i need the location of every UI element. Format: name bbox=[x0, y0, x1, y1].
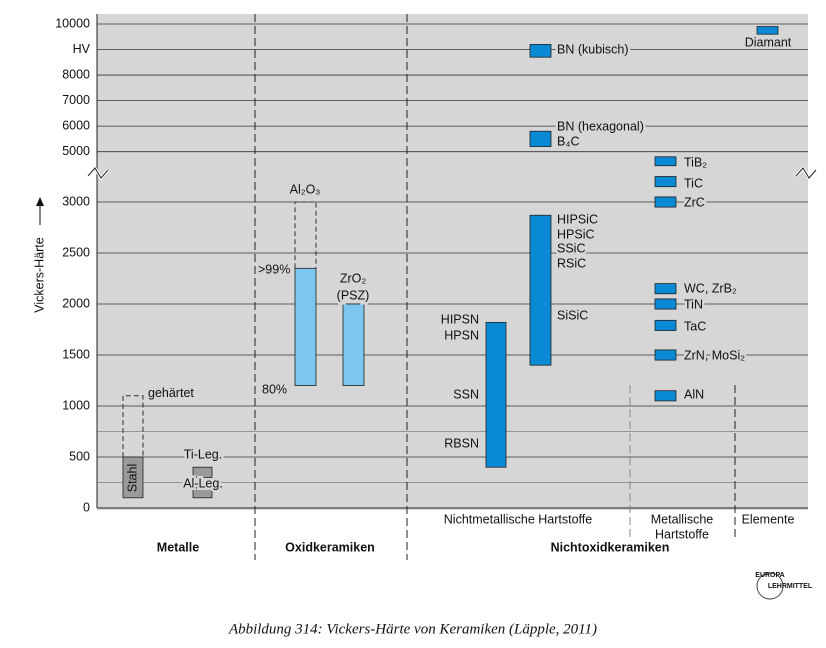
bar-label: HIPSiC bbox=[557, 212, 598, 226]
range-bar bbox=[654, 319, 677, 331]
range-bar bbox=[654, 196, 677, 208]
bar-label: Ti-Leg. bbox=[184, 447, 222, 461]
y-tick-label: 500 bbox=[69, 449, 90, 463]
y-tick-label: 5000 bbox=[62, 144, 90, 158]
range-bar bbox=[756, 26, 779, 35]
y-arrow bbox=[36, 197, 44, 225]
range-bar bbox=[192, 466, 213, 478]
y-tick-label: 0 bbox=[83, 500, 90, 514]
group-label: Metalle bbox=[157, 540, 199, 554]
range-bar bbox=[654, 283, 677, 295]
range-bar bbox=[654, 390, 677, 402]
y-tick-label: 10000 bbox=[55, 16, 90, 30]
bar-label: TiC bbox=[684, 176, 703, 190]
bar-label: AlN bbox=[684, 387, 704, 401]
axis-break bbox=[86, 165, 818, 181]
bar-label: B₄C bbox=[557, 134, 579, 148]
y-tick-label: 2000 bbox=[62, 296, 90, 310]
range-bar bbox=[529, 44, 552, 58]
bar-label: TiB₂ bbox=[684, 155, 707, 169]
subgroup-label: Hartstoffe bbox=[655, 527, 709, 541]
y-tick-label: HV bbox=[73, 42, 91, 56]
bar-label: Al-Leg. bbox=[183, 476, 223, 490]
bar-label: Al₂O₃ bbox=[290, 182, 321, 196]
logo: EUROPA LEHRMITTEL bbox=[755, 572, 813, 600]
bar-label: BN (hexagonal) bbox=[557, 119, 644, 133]
logo-text: EUROPA bbox=[755, 572, 784, 579]
bar-label: ZrC bbox=[684, 195, 705, 209]
subgroup-label: Metallische bbox=[651, 512, 714, 526]
bar-label: TaC bbox=[684, 319, 706, 333]
range-bar bbox=[485, 321, 507, 468]
caption: Abbildung 314: Vickers-Härte von Keramik… bbox=[228, 621, 597, 637]
y-tick-label: 1000 bbox=[62, 398, 90, 412]
bar-label: HIPSN bbox=[441, 312, 479, 326]
bar-label: Stahl bbox=[125, 464, 139, 493]
range-bar bbox=[654, 298, 677, 310]
y-tick-label: 2500 bbox=[62, 245, 90, 259]
y-axis-title: Vickers-Härte bbox=[32, 237, 46, 313]
plot-background bbox=[97, 14, 808, 510]
range-bar bbox=[529, 214, 552, 366]
y-tick-label: 7000 bbox=[62, 93, 90, 107]
bar-label: >99% bbox=[258, 262, 290, 276]
bar-label: HPSiC bbox=[557, 227, 595, 241]
y-tick-label: 8000 bbox=[62, 67, 90, 81]
bar-label: RSiC bbox=[557, 256, 586, 270]
bar-label: SiSiC bbox=[557, 308, 588, 322]
range-bar bbox=[342, 303, 365, 386]
bar-label: BN (kubisch) bbox=[557, 42, 629, 56]
range-bar bbox=[654, 349, 677, 361]
dashed-range bbox=[294, 201, 317, 269]
bar-label: SSiC bbox=[557, 241, 585, 255]
bar-label: ZrO₂ bbox=[340, 271, 367, 285]
range-bar bbox=[122, 456, 144, 499]
bar-label: ZrN, MoSi₂ bbox=[684, 348, 745, 362]
bar-label: HPSN bbox=[444, 328, 479, 342]
range-bar bbox=[192, 487, 213, 499]
logo-text: LEHRMITTEL bbox=[768, 583, 813, 590]
y-tick-label: 3000 bbox=[62, 194, 90, 208]
annotation: gehärtet bbox=[148, 386, 194, 400]
range-bar bbox=[529, 130, 552, 147]
group-label: Nichtoxidkeramiken bbox=[551, 540, 670, 554]
bar-label: Diamant bbox=[745, 35, 792, 49]
bar-label: (PSZ) bbox=[337, 288, 370, 302]
group-label: Oxidkeramiken bbox=[285, 540, 375, 554]
dividers bbox=[254, 14, 736, 560]
y-tick-label: 6000 bbox=[62, 118, 90, 132]
subgroup-label: Elemente bbox=[742, 512, 795, 526]
range-bar bbox=[654, 156, 677, 167]
subgroup-label: Nichtmetallische Hartstoffe bbox=[444, 512, 592, 526]
bar-label: 80% bbox=[262, 382, 287, 396]
bar-label: WC, ZrB₂ bbox=[684, 281, 737, 295]
bar-label: RBSN bbox=[444, 436, 479, 450]
range-bar bbox=[294, 267, 317, 386]
bar-label: SSN bbox=[453, 387, 479, 401]
y-tick-label: 1500 bbox=[62, 347, 90, 361]
bar-label: TiN bbox=[684, 297, 703, 311]
range-bar bbox=[654, 176, 677, 188]
